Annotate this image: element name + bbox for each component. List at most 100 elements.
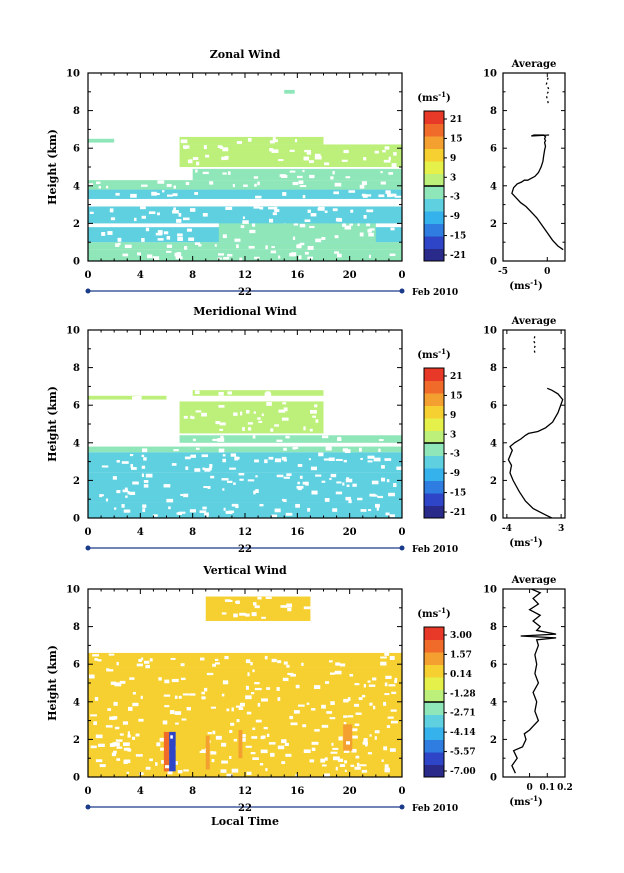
data-gap [210, 751, 217, 755]
data-gap [252, 757, 259, 760]
x-tick-label: 16 [290, 270, 304, 281]
heat-band [192, 390, 324, 396]
data-gap [234, 456, 239, 461]
data-gap [143, 660, 150, 664]
data-gap [374, 730, 380, 734]
data-gap [170, 735, 173, 739]
data-gap [174, 252, 182, 257]
heat-band [88, 502, 402, 518]
data-gap [297, 704, 305, 707]
y-tick-label: 2 [73, 735, 80, 746]
data-gap [345, 176, 351, 179]
data-gap [110, 681, 117, 685]
data-gap [173, 449, 179, 452]
date-day-label: 22 [238, 803, 252, 814]
data-gap [110, 217, 116, 221]
data-gap [169, 710, 175, 715]
data-gap [239, 478, 244, 481]
data-gap [344, 225, 352, 230]
profile-unit-label: (ms-1) [509, 794, 542, 808]
data-gap [332, 208, 338, 212]
data-gap [170, 657, 176, 660]
data-gap [271, 514, 278, 518]
data-gap [272, 137, 276, 140]
data-gap [112, 476, 117, 480]
data-gap [204, 468, 211, 472]
data-gap [254, 459, 259, 463]
data-gap [306, 151, 312, 155]
data-gap [180, 493, 183, 496]
data-gap [94, 696, 99, 701]
profile-y-tick-label: 4 [490, 697, 497, 708]
data-gap [149, 758, 153, 762]
data-gap [368, 232, 374, 237]
data-gap [183, 415, 188, 419]
data-gap [324, 162, 330, 166]
data-gap [178, 212, 182, 217]
data-gap [289, 253, 296, 257]
data-gap [176, 219, 182, 223]
data-gap [349, 223, 354, 226]
profile-x-tick-label: -5 [498, 267, 508, 277]
data-gap [122, 253, 129, 257]
data-gap [201, 454, 209, 458]
data-gap [133, 217, 137, 222]
data-gap [145, 227, 150, 232]
data-gap [259, 503, 264, 507]
date-bar-end [85, 288, 91, 294]
data-gap [129, 677, 135, 680]
data-gap [272, 212, 277, 216]
data-gap [142, 508, 146, 513]
data-gap [314, 155, 322, 160]
data-gap [183, 493, 189, 498]
data-gap [381, 465, 385, 469]
data-gap [124, 244, 132, 249]
x-tick-label: 4 [137, 786, 144, 797]
colorbar-tick-label: -3 [450, 450, 460, 460]
data-gap [236, 244, 239, 249]
data-gap [270, 428, 274, 432]
data-gap [381, 759, 384, 762]
y-tick-label: 8 [73, 106, 80, 117]
data-gap [281, 498, 285, 502]
data-gap [233, 482, 236, 485]
data-gap [254, 687, 262, 691]
data-gap [303, 749, 311, 753]
data-gap [369, 734, 372, 737]
data-gap [276, 439, 283, 442]
data-gap [146, 254, 153, 259]
data-gap [388, 514, 395, 518]
colorbar-swatch [424, 418, 444, 431]
data-gap [255, 475, 258, 478]
data-gap [145, 664, 151, 669]
data-gap [372, 677, 377, 681]
data-gap [221, 742, 227, 747]
data-gap [297, 481, 300, 485]
data-gap [93, 721, 98, 726]
data-gap [391, 163, 397, 168]
data-gap [295, 684, 300, 689]
y-tick-label: 8 [73, 622, 80, 633]
data-gap [234, 238, 241, 242]
data-gap [393, 152, 397, 156]
data-gap [318, 452, 324, 457]
data-gap [121, 504, 125, 508]
data-gap [248, 427, 252, 431]
data-gap [179, 511, 186, 514]
data-gap [219, 145, 224, 149]
data-gap [145, 766, 151, 770]
data-gap [221, 612, 227, 615]
data-gap [98, 743, 105, 747]
data-gap [180, 139, 188, 144]
data-gap [311, 741, 319, 745]
data-gap [188, 237, 195, 241]
data-gap [289, 170, 296, 173]
data-gap [189, 509, 196, 513]
data-gap [253, 206, 260, 209]
data-gap [328, 457, 335, 461]
data-gap [111, 752, 117, 757]
data-gap [199, 657, 205, 661]
heatmap-cells [88, 89, 402, 261]
data-gap [290, 673, 297, 677]
colorbar-swatch [424, 652, 444, 665]
